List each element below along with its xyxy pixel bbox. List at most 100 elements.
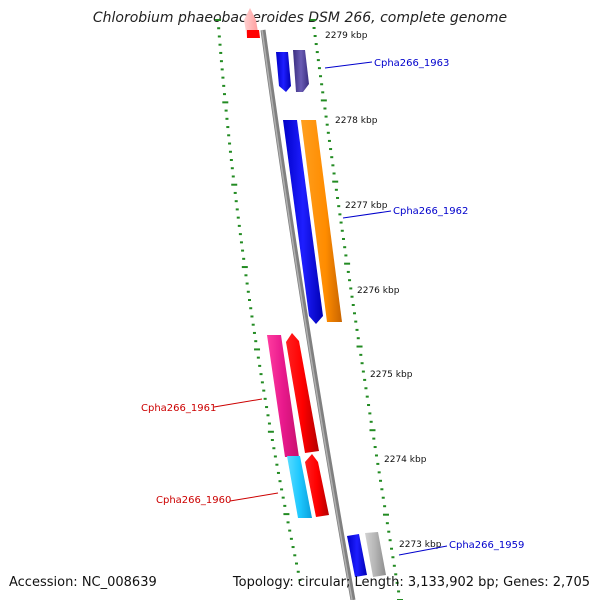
tick-mark — [245, 282, 249, 285]
tick-mark — [388, 539, 392, 542]
tick-mark — [392, 564, 396, 567]
tick-mark — [317, 67, 321, 70]
tick-mark — [356, 345, 363, 348]
gene-cpha266-1963-a[interactable] — [276, 52, 291, 92]
tick-mark — [233, 191, 237, 194]
tick-mark — [225, 117, 229, 120]
tick-mark — [314, 43, 318, 46]
tick-mark — [228, 150, 232, 153]
tick-mark — [350, 295, 354, 298]
tick-mark — [359, 353, 363, 356]
tick-mark — [219, 51, 223, 54]
gene-cpha266-1960-a[interactable] — [287, 456, 312, 518]
gene-cpha266-1960-b[interactable] — [305, 454, 329, 517]
tick-mark — [220, 68, 224, 71]
gene-cpha266-1961-a[interactable] — [267, 335, 299, 457]
tick-mark — [267, 422, 271, 425]
tick-mark — [266, 414, 270, 417]
tick-label: 2277 kbp — [345, 201, 388, 211]
tick-mark — [369, 429, 376, 432]
gene-cpha266-1963-b[interactable] — [293, 50, 309, 92]
gene-label-cpha266-1963[interactable]: Cpha266_1963 — [324, 58, 449, 69]
tick-mark — [376, 462, 380, 465]
gene-label-text: Cpha266_1961 — [141, 403, 216, 414]
genome-summary-text: Topology: circular; Length: 3,133,902 bp… — [232, 575, 590, 590]
tick-mark — [397, 590, 401, 593]
tick-mark — [259, 373, 263, 376]
tick-mark — [231, 175, 235, 178]
tick-mark — [329, 148, 333, 151]
gene-cpha266-1962-a[interactable] — [283, 120, 323, 324]
tick-mark — [283, 513, 290, 516]
tick-mark — [289, 537, 293, 540]
tick-mark — [338, 213, 342, 216]
tick-mark — [372, 437, 376, 440]
tick-mark — [363, 378, 367, 381]
tick-mark — [326, 131, 330, 134]
tick-mark — [276, 471, 280, 474]
tick-mark — [348, 279, 352, 282]
tick-mark — [356, 337, 360, 340]
tick-mark — [379, 479, 383, 482]
tick-mark — [242, 257, 246, 260]
gene-cpha266-1962-b[interactable] — [301, 120, 342, 322]
tick-mark — [238, 233, 242, 236]
tick-mark — [321, 91, 325, 94]
gene-label-cpha266-1961[interactable]: Cpha266_1961 — [141, 398, 263, 414]
tick-mark — [312, 27, 316, 30]
tick-mark — [349, 287, 353, 290]
gene-cpha266-1959-a[interactable] — [347, 534, 367, 577]
gene-cpha266-1959-b[interactable] — [365, 532, 386, 577]
gene-label-cpha266-1960[interactable]: Cpha266_1960 — [156, 492, 279, 506]
tick-mark — [250, 315, 254, 318]
tick-mark — [382, 513, 389, 516]
tick-mark — [217, 35, 221, 38]
tick-mark — [222, 93, 226, 96]
tick-mark — [291, 546, 295, 549]
tick-mark — [390, 547, 394, 550]
gene-top-red[interactable] — [244, 8, 260, 38]
tick-label: 2273 kbp — [399, 540, 442, 550]
gene-cpha266-1961-b[interactable] — [286, 333, 319, 453]
tick-mark — [263, 397, 267, 400]
tick-mark — [332, 180, 339, 183]
tick-mark — [224, 109, 228, 112]
tick-mark — [319, 75, 323, 78]
tick-mark — [352, 312, 356, 315]
tick-mark — [219, 60, 223, 63]
tick-mark — [237, 224, 241, 227]
tick-mark — [343, 246, 347, 249]
tick-mark — [368, 412, 372, 415]
tick-mark — [227, 134, 231, 137]
tick-labels: 2279 kbp 2278 kbp 2277 kbp 2276 kbp 2275… — [325, 31, 442, 550]
tick-mark — [383, 505, 387, 508]
tick-mark — [249, 307, 253, 310]
tick-mark — [239, 241, 243, 244]
tick-mark — [283, 504, 287, 507]
tick-mark — [246, 290, 250, 293]
tick-mark — [295, 562, 299, 565]
tick-mark — [331, 164, 335, 167]
gene-label-cpha266-1959[interactable]: Cpha266_1959 — [398, 540, 524, 556]
tick-label: 2274 kbp — [384, 455, 427, 465]
tick-mark — [346, 270, 350, 273]
tick-mark — [221, 76, 225, 79]
tick-mark — [394, 573, 398, 576]
tick-mark — [260, 381, 264, 384]
tick-mark — [336, 196, 340, 199]
tick-mark — [236, 216, 240, 219]
tick-mark — [344, 254, 348, 257]
tick-mark — [272, 447, 276, 450]
tick-mark — [313, 35, 317, 38]
tick-mark — [241, 249, 245, 252]
tick-mark — [354, 320, 358, 323]
tick-mark — [340, 229, 344, 232]
gene-label-text: Cpha266_1959 — [449, 540, 524, 551]
gene-label-cpha266-1962[interactable]: Cpha266_1962 — [342, 206, 468, 219]
tick-mark — [235, 208, 239, 211]
tick-mark — [275, 463, 279, 466]
tick-mark — [324, 115, 328, 118]
tick-mark — [327, 139, 331, 142]
tick-mark — [278, 480, 282, 483]
